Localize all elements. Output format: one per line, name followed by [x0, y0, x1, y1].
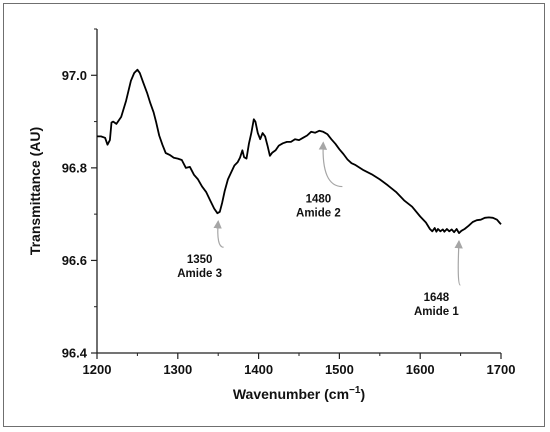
line-chart: 96.4 96.6 96.8 97.0 1200 1300 1400 1500 1600 1700…	[27, 28, 516, 402]
figure-frame: 96.4 96.6 96.8 97.0 1200 1300 1400 1500 1600 1700…	[3, 3, 545, 427]
annotation-label-line: Amide 1	[414, 306, 459, 318]
annotation-arrow	[213, 220, 224, 248]
annotation-label-line: Amide 2	[296, 208, 341, 220]
x-axis-title: Wavenumber (cm−1)	[233, 385, 365, 402]
annotation: 1648 Amide 1	[414, 239, 463, 318]
y-tick-label: 96.6	[62, 253, 87, 268]
x-tick-label: 1400	[244, 362, 273, 377]
y-axis-title: Transmittance (AU)	[27, 127, 43, 255]
plot-area	[97, 68, 502, 234]
annotation-label-line: Amide 3	[177, 268, 222, 280]
annotation-label-line: 1648	[424, 292, 450, 304]
x-tick-label: 1700	[487, 362, 516, 377]
annotation-label: 1480 Amide 2	[296, 194, 341, 220]
annotation-label-line: 1480	[306, 194, 332, 206]
y-tick-label: 96.8	[62, 160, 87, 175]
x-tick-label: 1300	[163, 362, 192, 377]
annotation: 1350 Amide 3	[177, 220, 224, 280]
annotations: 1350 Amide 3 1480 Amide 2 1648 Amide 1	[177, 141, 463, 318]
x-tick-label: 1600	[406, 362, 435, 377]
x-tick-label: 1500	[325, 362, 354, 377]
y-tick-label: 96.4	[62, 346, 88, 361]
annotation-arrow	[454, 239, 463, 286]
x-tick-label: 1200	[83, 362, 112, 377]
annotation: 1480 Amide 2	[296, 141, 343, 220]
annotation-label: 1648 Amide 1	[414, 292, 459, 318]
annotation-label-line: 1350	[187, 254, 213, 266]
annotation-label: 1350 Amide 3	[177, 254, 222, 280]
series-line	[97, 68, 502, 234]
y-tick-label: 97.0	[62, 68, 87, 83]
annotation-arrow	[318, 141, 343, 188]
axes: 96.4 96.6 96.8 97.0 1200 1300 1400 1500 1600 1700	[62, 28, 516, 377]
